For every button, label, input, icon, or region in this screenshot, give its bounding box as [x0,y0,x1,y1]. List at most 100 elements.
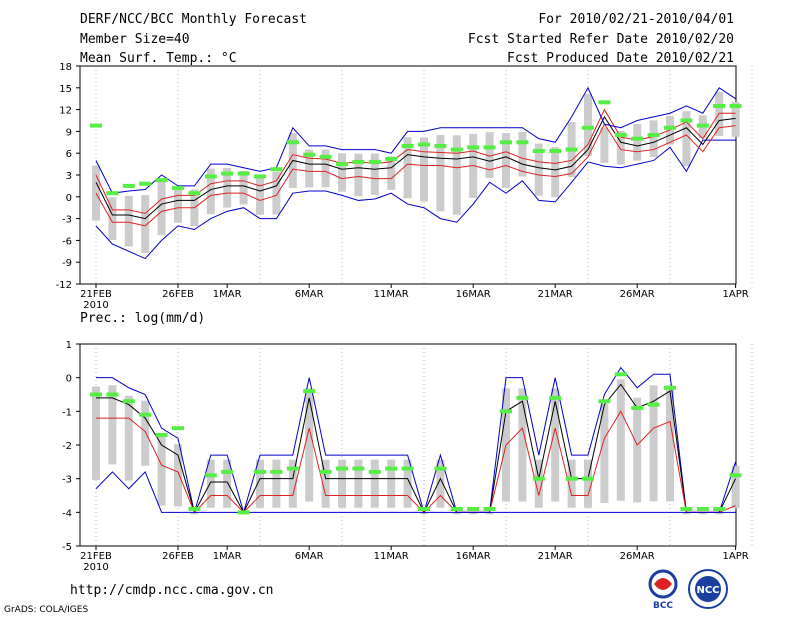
ncc-logo: NCC [684,568,732,610]
p1-marker [221,171,234,176]
p1-ensemble-box [502,132,510,188]
p2-ytick-label: -1 [62,407,72,418]
p1-marker [352,159,365,164]
p1-ensemble-box [551,147,560,198]
p2-marker [319,469,332,474]
p2-marker [106,392,119,397]
p2-ensemble-box [141,400,150,466]
p1-ensemble-box [174,189,182,223]
p1-ensemble-box [518,132,527,177]
p1-xtick-label: 1MAR [213,289,242,300]
p1-marker [500,140,512,145]
p1-marker [434,143,447,148]
p2-marker [500,409,512,414]
p1-ensemble-box [370,153,379,196]
p1-ensemble-box [354,153,363,197]
p1-marker [549,149,562,154]
p1-ensemble-box [682,111,691,167]
p1-marker [155,178,168,183]
p2-marker [352,466,365,471]
p1-ensemble-box [223,167,232,208]
p2-marker [483,506,496,511]
p1-ytick-label: 15 [59,84,72,95]
p1-ensemble-box [387,156,396,190]
chart-title: DERF/NCC/BCC Monthly Forecast [80,12,307,27]
p2-marker [155,432,168,437]
p1-ensemble-box [206,168,215,215]
p2-marker [188,506,201,511]
p2-marker [418,506,430,511]
p1-marker [664,125,676,130]
p1-marker [254,174,266,179]
p2-series-mean [96,383,737,514]
p1-ensemble-box [338,153,346,192]
p2-ensemble-box [174,444,182,507]
p1-ensemble-box [239,170,248,205]
forecast-period: For 2010/02/21-2010/04/01 [538,12,734,27]
p2-ytick-label: -2 [62,441,72,452]
p1-marker [598,100,611,105]
p2-ensemble-box [206,459,215,508]
p1-ytick-label: -3 [62,215,72,226]
p1-marker [368,159,381,164]
p1-ytick-label: -12 [56,280,72,291]
p2-ensemble-box [92,386,100,480]
p2-ensemble-box [600,403,609,503]
p1-marker [467,145,480,150]
p1-ytick-label: -6 [62,236,72,247]
p2-marker [696,506,709,511]
p2-marker [172,426,184,431]
p2-ensemble-box [567,459,576,508]
p1-ensemble-box [436,135,445,212]
p2-marker [647,402,660,407]
p2-marker [221,469,234,474]
p1-marker [713,103,726,108]
p1-ensemble-box [485,132,494,178]
p2-ensemble-box [288,459,297,508]
p2-ensemble-box [731,465,740,509]
p1-marker [336,162,348,167]
p1-marker [237,171,250,176]
p2-marker [385,466,398,471]
p1-ensemble-box [305,149,314,188]
start-date: Fcst Started Refer Date 2010/02/20 [467,32,734,47]
footer-url[interactable]: http://cmdp.ncc.cma.gov.cn [70,583,274,598]
p1-ensemble-box [534,143,543,196]
p1-marker [401,143,414,148]
ncc-logo-text: NCC [696,585,719,596]
p1-marker [204,174,217,179]
p2-marker [336,466,348,471]
p2-ensemble-box [256,459,264,508]
p1-marker [729,103,742,108]
p1-ensemble-box [452,135,461,215]
p2-marker [631,405,644,410]
p2-marker [237,510,250,515]
p1-xtick-label: 21FEB [80,289,112,300]
p2-series-lower [95,471,736,513]
p1-ytick-label: 9 [66,127,72,138]
p2-marker [532,476,545,481]
p1-ytick-label: -9 [62,258,72,269]
p1-marker [90,123,102,128]
p2-marker [270,469,283,474]
p2-xtick-sublabel: 2010 [83,562,108,573]
p2-marker [713,506,726,511]
p2-marker [434,466,447,471]
p2-ytick-label: 0 [66,374,72,385]
precip-title: Prec.: log(mm/d) [80,311,205,326]
p1-xtick-label: 26FEB [162,289,194,300]
p2-marker [516,395,529,400]
variable-label: Mean Surf. Temp.: °C [80,51,237,66]
p2-marker [565,476,578,481]
p1-marker [631,136,644,141]
p2-marker [122,399,135,404]
p1-marker [532,149,545,154]
p1-series-upper [95,86,736,194]
p2-ensemble-box [272,459,281,508]
p2-series-min [96,410,736,514]
p2-marker [549,395,562,400]
p2-xtick-label: 11MAR [374,551,409,562]
p1-ytick-label: 6 [66,149,72,160]
p1-ensemble-box [649,120,658,157]
p1-ensemble-box [403,137,412,199]
